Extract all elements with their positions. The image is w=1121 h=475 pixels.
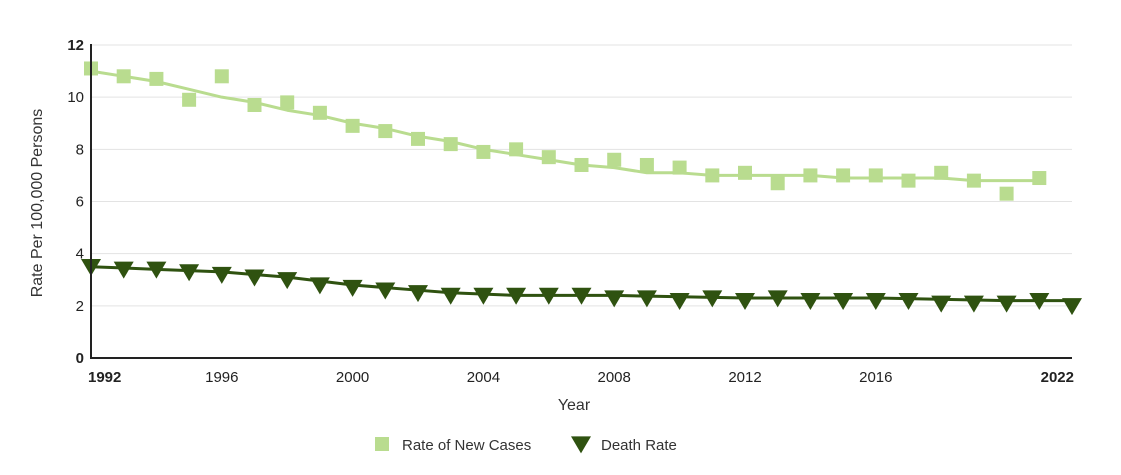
new-cases-point (247, 97, 262, 112)
legend-label: Death Rate (601, 437, 677, 454)
legend-item-death-rate[interactable]: Death Rate (571, 436, 677, 454)
new-cases-point (901, 173, 916, 188)
new-cases-point (770, 176, 785, 191)
gridlines (91, 44, 1072, 307)
death-rate-point (1029, 292, 1050, 310)
new-cases-point (476, 144, 491, 159)
x-tick-label: 2012 (728, 369, 761, 386)
death-rate-point (408, 285, 428, 303)
new-cases-point (280, 95, 295, 110)
legend: Rate of New Cases Death Rate (375, 436, 677, 454)
death-rate-point (1062, 298, 1082, 316)
death-rate-point (963, 295, 984, 313)
legend-marker-triangle (571, 436, 591, 454)
new-cases-point (149, 71, 164, 86)
new-cases-point (182, 92, 197, 107)
y-tick-label: 12 (67, 37, 84, 54)
death-rate-point (506, 287, 527, 305)
new-cases-point (443, 137, 458, 152)
new-cases-point (509, 142, 524, 157)
legend-marker-square (375, 437, 389, 451)
new-cases-point (705, 168, 720, 183)
new-cases-point (1032, 171, 1047, 186)
new-cases-point (836, 168, 851, 183)
death-rate-point (375, 282, 396, 300)
new-cases-point (934, 165, 949, 180)
x-tick-label: 2000 (336, 369, 369, 386)
death-rate-point (146, 261, 167, 279)
y-tick-label: 10 (67, 89, 84, 106)
new-cases-point (116, 69, 131, 84)
y-tick-label: 6 (76, 194, 84, 211)
new-cases-point (411, 131, 425, 146)
new-cases-point (639, 157, 654, 172)
death-rate-point (211, 266, 232, 284)
new-cases-point (541, 150, 556, 165)
death-rate-point (538, 287, 559, 305)
trend-lines (89, 69, 1074, 303)
x-axis-title: Year (558, 397, 591, 414)
death-rate-point (800, 292, 821, 310)
x-tick-label: 2008 (598, 369, 631, 386)
death-rate-point (473, 287, 494, 305)
new-cases-point (607, 152, 622, 167)
new-cases-point (999, 186, 1014, 201)
trend-line-new-cases (89, 69, 1041, 183)
new-cases-point (803, 168, 818, 183)
data-points (81, 61, 1082, 316)
axes (90, 44, 1072, 359)
new-cases-point (345, 118, 360, 133)
death-rate-point (440, 287, 461, 305)
x-tick-label: 1996 (205, 369, 238, 386)
new-cases-point (672, 160, 687, 175)
death-rate-point (277, 272, 298, 290)
death-rate-point (342, 279, 363, 297)
new-cases-point (214, 69, 229, 84)
new-cases-point (966, 173, 981, 188)
death-rate-point (833, 292, 854, 310)
new-cases-point (574, 157, 589, 172)
y-axis-title: Rate Per 100,000 Persons (29, 109, 46, 298)
x-tick-label: 2016 (859, 369, 892, 386)
death-rate-point (931, 295, 952, 313)
tick-labels: 0 2 4 6 8 10 12 1992 1996 2000 2004 2008 2012 2016 202… (67, 37, 1074, 386)
death-rate-point (702, 290, 723, 308)
new-cases-point (312, 105, 327, 120)
x-tick-label: 2004 (467, 369, 500, 386)
death-rate-point (571, 287, 592, 305)
death-rate-point (604, 290, 625, 308)
y-tick-label: 2 (76, 298, 84, 315)
y-tick-label: 4 (76, 246, 84, 263)
legend-label: Rate of New Cases (402, 437, 531, 454)
new-cases-point (738, 165, 752, 180)
x-tick-label: 1992 (88, 369, 121, 386)
death-rate-point (636, 290, 657, 308)
death-rate-point (865, 292, 886, 310)
death-rate-point (179, 264, 200, 282)
death-rate-point (244, 269, 265, 287)
death-rate-point (113, 261, 134, 279)
death-rate-point (735, 292, 755, 310)
legend-item-new-cases[interactable]: Rate of New Cases (375, 437, 531, 454)
death-rate-point (996, 295, 1017, 313)
y-tick-label: 8 (76, 141, 84, 158)
death-rate-point (309, 277, 330, 295)
death-rate-point (669, 292, 690, 310)
new-cases-point (378, 124, 393, 139)
death-rate-point (767, 290, 788, 308)
x-tick-label: 2022 (1041, 369, 1074, 386)
death-rate-point (898, 292, 919, 310)
y-tick-label: 0 (76, 350, 84, 367)
new-cases-point (868, 168, 883, 183)
